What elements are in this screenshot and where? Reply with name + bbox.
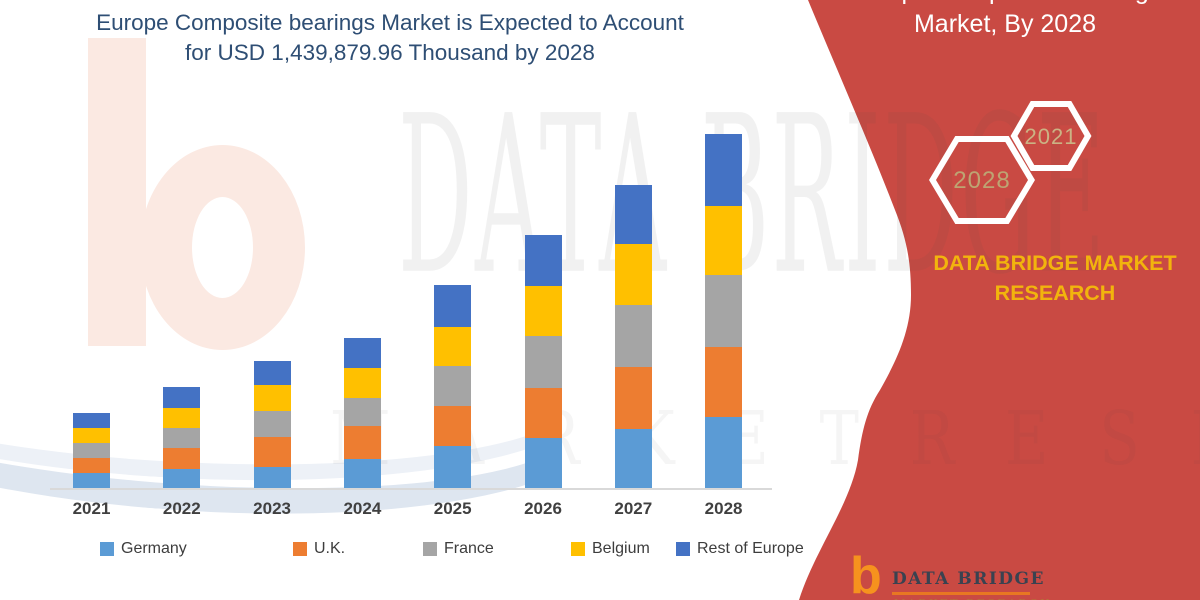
hexagon-2021-year: 2021 — [1025, 124, 1078, 149]
legend-swatch-icon — [423, 542, 437, 556]
segment-belgium-2023 — [253, 385, 291, 411]
legend-label: Rest of Europe — [697, 540, 804, 557]
segment-rest-of-europe-2023 — [253, 361, 291, 385]
segment-u-k--2026 — [524, 388, 562, 438]
x-axis-label-2021: 2021 — [72, 499, 111, 518]
hexagon-2028-outline — [929, 136, 1035, 224]
segment-france-2028 — [705, 275, 743, 347]
chart-title-line1: Europe Composite bearings Market is Expe… — [96, 10, 684, 35]
red-panel-shape — [799, 0, 1200, 600]
bar-2024 — [343, 338, 381, 488]
x-axis-label-2027: 2027 — [614, 499, 653, 518]
segment-belgium-2027 — [614, 244, 652, 305]
segment-france-2022 — [163, 428, 201, 448]
segment-france-2024 — [343, 398, 381, 426]
bar-2027 — [614, 185, 652, 488]
segment-rest-of-europe-2022 — [163, 387, 201, 408]
segment-u-k--2028 — [705, 347, 743, 417]
panel-title-line2: Market, By 2028 — [913, 10, 1097, 38]
panel-title: Europe Composite Bearings Market, By 202… — [810, 0, 1200, 41]
segment-germany-2026 — [524, 438, 562, 488]
segment-belgium-2021 — [73, 428, 110, 443]
legend-label: Belgium — [592, 540, 650, 557]
x-axis-label-2026: 2026 — [524, 499, 562, 518]
segment-belgium-2026 — [524, 286, 562, 336]
bar-2022 — [163, 387, 201, 488]
segment-france-2026 — [524, 336, 562, 388]
logo-subtext-clipped: MARKET RESEARCH — [894, 597, 1052, 600]
segment-germany-2028 — [705, 417, 743, 488]
hexagon-2021: 2021 — [1010, 101, 1092, 171]
segment-u-k--2023 — [253, 437, 291, 467]
watermark-logo-bar — [88, 38, 146, 346]
chart-title: Europe Composite bearings Market is Expe… — [60, 8, 720, 68]
hexagon-2028-year: 2028 — [953, 167, 1010, 194]
legend-item-u-k-: U.K. — [293, 540, 345, 558]
x-axis-label-2024: 2024 — [343, 499, 382, 518]
x-axis-line — [50, 488, 772, 490]
segment-rest-of-europe-2027 — [614, 185, 652, 244]
watermark-brand-text: DATA BRIDGE — [398, 70, 1108, 323]
footer-logo: b DATA BRIDGE MARKET RESEARCH — [835, 550, 1200, 600]
bar-2021 — [73, 413, 110, 488]
segment-germany-2024 — [343, 459, 381, 488]
bar-2026 — [524, 235, 562, 488]
panel-brand-text: DATA BRIDGE MARKET RESEARCH — [880, 248, 1200, 308]
watermark-sub-text: M A R K E T R E S E A R C H — [330, 396, 1200, 482]
logo-wordmark: DATA BRIDGE — [892, 569, 1045, 589]
logo-b-icon: b — [850, 547, 882, 600]
segment-belgium-2028 — [705, 206, 743, 275]
segment-rest-of-europe-2026 — [524, 235, 562, 286]
segment-belgium-2025 — [434, 327, 472, 366]
legend-swatch-icon — [676, 542, 690, 556]
hexagon-badges: 2028 2021 — [929, 101, 1092, 224]
panel-brand-line2: RESEARCH — [994, 281, 1116, 305]
segment-u-k--2024 — [343, 426, 381, 459]
segment-u-k--2022 — [163, 448, 201, 469]
legend-item-france: France — [423, 540, 494, 558]
legend-label: U.K. — [314, 540, 346, 557]
segment-rest-of-europe-2028 — [705, 134, 743, 206]
segment-germany-2022 — [163, 469, 201, 488]
segment-germany-2027 — [614, 429, 652, 488]
legend-label: Germany — [121, 540, 187, 557]
bar-2023 — [253, 361, 291, 488]
panel-title-line1-clipped: Europe Composite Bearings — [810, 0, 1200, 8]
legend-item-rest-of-europe: Rest of Europe — [676, 540, 804, 558]
segment-germany-2025 — [434, 446, 472, 488]
logo-underline — [892, 592, 1030, 595]
segment-u-k--2025 — [434, 406, 472, 446]
segment-belgium-2024 — [343, 368, 381, 398]
legend-swatch-icon — [293, 542, 307, 556]
x-axis-label-2028: 2028 — [704, 499, 743, 518]
segment-rest-of-europe-2025 — [434, 285, 472, 327]
segment-rest-of-europe-2021 — [73, 413, 110, 428]
segment-rest-of-europe-2024 — [343, 338, 381, 368]
segment-u-k--2027 — [614, 367, 652, 429]
legend-swatch-icon — [571, 542, 585, 556]
x-axis-label-2025: 2025 — [433, 499, 472, 518]
segment-u-k--2021 — [73, 458, 110, 473]
legend-item-germany: Germany — [100, 540, 187, 558]
chart-title-line2: for USD 1,439,879.96 Thousand by 2028 — [185, 40, 595, 65]
legend-swatch-icon — [100, 542, 114, 556]
x-axis-label-2022: 2022 — [162, 499, 201, 518]
bar-2025 — [434, 285, 472, 488]
segment-france-2027 — [614, 305, 652, 367]
segment-france-2023 — [253, 411, 291, 437]
hexagon-2021-outline — [1010, 101, 1092, 171]
segment-germany-2023 — [253, 467, 291, 488]
x-axis-label-2023: 2023 — [253, 499, 291, 518]
legend-label: France — [444, 540, 494, 557]
panel-brand-line1: DATA BRIDGE MARKET — [933, 251, 1177, 275]
segment-germany-2021 — [73, 473, 110, 488]
bar-2028 — [705, 134, 743, 488]
hexagon-2028: 2028 — [929, 136, 1035, 224]
segment-belgium-2022 — [163, 408, 201, 428]
legend-item-belgium: Belgium — [571, 540, 650, 558]
segment-france-2021 — [73, 443, 110, 458]
segment-france-2025 — [434, 366, 472, 406]
